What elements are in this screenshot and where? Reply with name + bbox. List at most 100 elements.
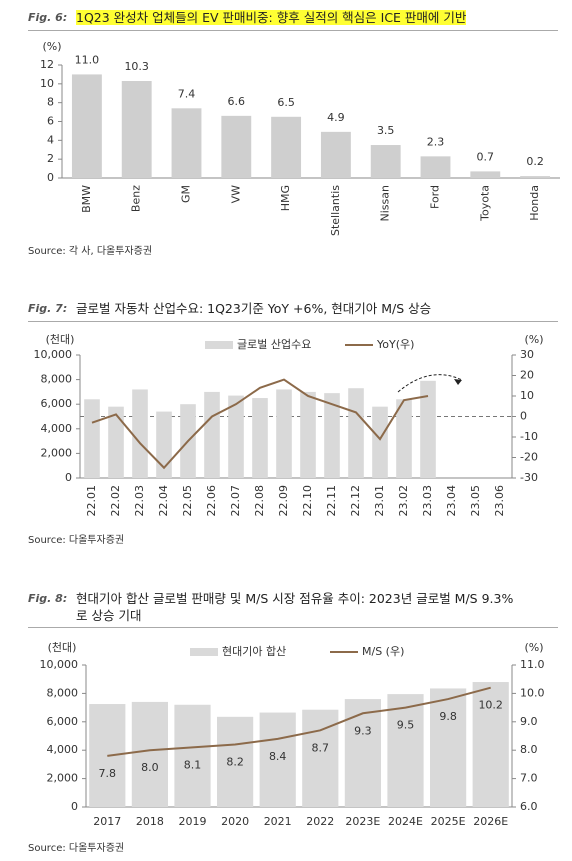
value-label: 6.5 (277, 96, 295, 109)
y-tick-label: 4,000 (47, 743, 79, 756)
annotation-arrow (397, 374, 463, 393)
bar (71, 74, 102, 178)
source: Source: 각 사, 다올투자증권 (28, 246, 153, 257)
arrow-head (454, 379, 462, 385)
bar (300, 391, 316, 478)
y2-tick-label: -10 (520, 430, 538, 443)
bar (396, 399, 412, 478)
bar (372, 406, 388, 478)
bar (470, 171, 501, 178)
x-tick-label: 2024E (388, 815, 423, 828)
y2-tick-label: 7.0 (520, 772, 538, 785)
x-tick-label: 22.05 (181, 485, 194, 517)
y2-axis-label: (%) (524, 333, 543, 346)
x-tick-label: BMW (80, 185, 93, 213)
title: 현대기아 합산 글로벌 판매량 및 M/S 시장 점유율 추이: 2023년 글… (76, 591, 514, 623)
y-tick-label: 10 (40, 77, 54, 90)
value-label: 6.6 (228, 95, 246, 108)
bar (204, 391, 220, 478)
x-tick-label: Nissan (379, 185, 392, 221)
y-axis-label: (%) (42, 40, 61, 53)
x-tick-label: Toyota (478, 185, 491, 222)
title: 1Q23 완성차 업체들의 EV 판매비중: 향후 실적의 핵심은 ICE 판매… (76, 10, 467, 25)
bar (259, 712, 296, 807)
x-tick-label: 22.10 (301, 485, 314, 517)
y-tick-label: 6,000 (41, 397, 73, 410)
y-tick-label: 0 (71, 800, 78, 813)
y-tick-label: 4 (47, 133, 54, 146)
value-label: 7.4 (178, 87, 196, 100)
value-label: 0.2 (526, 155, 544, 168)
x-tick-label: 23.04 (445, 485, 458, 517)
rule (28, 30, 558, 31)
source: Source: 다올투자증권 (28, 535, 125, 546)
y2-tick-label: 20 (520, 369, 534, 382)
bar (520, 176, 551, 178)
y2-tick-label: -30 (520, 471, 538, 484)
value-label: 3.5 (377, 124, 395, 137)
line (91, 378, 429, 470)
y2-tick-label: 11.0 (520, 658, 545, 671)
bar (370, 145, 401, 178)
y2-tick-label: -20 (520, 451, 538, 464)
legend-label: M/S (우) (362, 645, 404, 658)
x-tick-label: 2019 (179, 815, 207, 828)
bar (228, 395, 244, 478)
y-tick-label: 0 (47, 171, 54, 184)
x-tick-label: 22.02 (109, 485, 122, 517)
x-tick-label: 22.07 (229, 485, 242, 517)
bar (132, 389, 148, 478)
bar (84, 399, 100, 478)
bar (216, 716, 254, 807)
bar (131, 701, 169, 807)
y-tick-label: 4,000 (41, 422, 73, 435)
x-tick-label: 22.06 (205, 485, 218, 517)
x-tick-label: 2018 (136, 815, 164, 828)
x-tick-label: 23.05 (469, 485, 482, 517)
bar (420, 380, 436, 478)
value-label: 10.3 (124, 60, 149, 73)
value-label: 11.0 (75, 53, 100, 66)
value-label: 8.0 (141, 761, 159, 774)
y-tick-label: 8,000 (41, 373, 73, 386)
bar (324, 393, 340, 478)
bar (174, 704, 211, 807)
value-label: 9.5 (397, 719, 415, 732)
legend-swatch (190, 648, 218, 656)
x-tick-label: Honda (528, 185, 541, 221)
legend-label: 현대기아 합산 (222, 645, 286, 658)
bar (420, 156, 451, 178)
y-tick-label: 2,000 (41, 446, 73, 459)
value-label: 8.4 (269, 750, 287, 763)
y-tick-label: 10,000 (40, 658, 79, 671)
value-label: 9.8 (439, 710, 457, 723)
x-tick-label: 23.03 (421, 485, 434, 517)
bar (276, 389, 292, 478)
y2-tick-label: 9.0 (520, 715, 538, 728)
bar (252, 398, 268, 478)
y-tick-label: 6,000 (47, 715, 79, 728)
y-axis-label: (천대) (46, 332, 75, 346)
title: 글로벌 자동차 산업수요: 1Q23기준 YoY +6%, 현대기아 M/S 상… (76, 301, 432, 316)
x-tick-label: Stellantis (329, 185, 342, 236)
value-label: 8.1 (184, 758, 202, 771)
line (107, 686, 491, 757)
x-tick-label: VW (229, 185, 242, 204)
x-tick-label: 2021 (264, 815, 292, 828)
y-tick-label: 0 (65, 471, 72, 484)
x-tick-label: 22.09 (277, 485, 290, 517)
value-label: 8.7 (312, 741, 330, 754)
figure-label: Fig. 7: (28, 302, 68, 315)
y-tick-label: 10,000 (34, 348, 73, 361)
bar (171, 108, 202, 178)
source: Source: 다올투자증권 (28, 843, 125, 854)
y-tick-label: 8 (47, 96, 54, 109)
bar (156, 411, 172, 478)
header: Fig. 6: 1Q23 완성차 업체들의 EV 판매비중: 향후 실적의 핵심은… (28, 9, 548, 26)
x-tick-label: 22.04 (157, 485, 170, 517)
value-label: 10.2 (478, 699, 503, 712)
y2-tick-label: 6.0 (520, 800, 538, 813)
bar (271, 116, 302, 178)
value-label: 7.8 (99, 767, 117, 780)
x-tick-label: 2022 (306, 815, 334, 828)
